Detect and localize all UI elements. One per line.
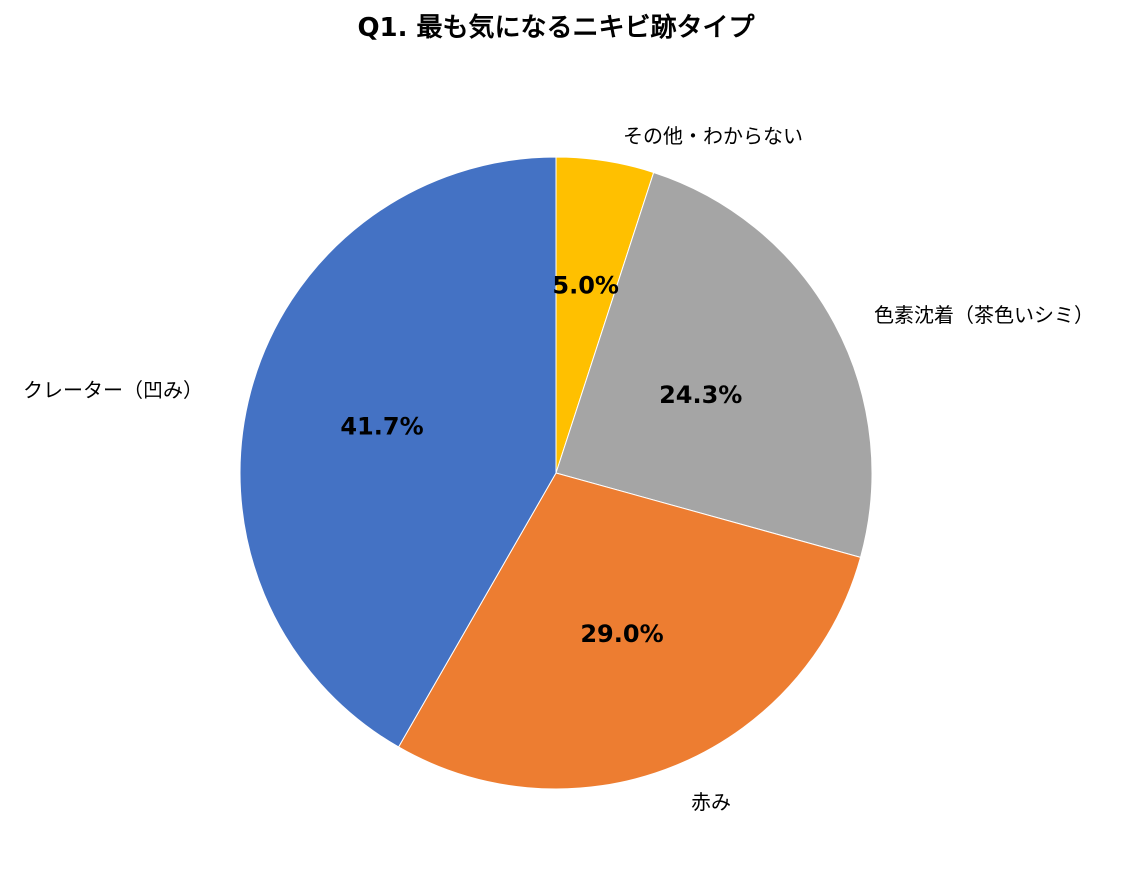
slice-category-label: 赤み <box>691 790 731 814</box>
pie-slice <box>239 156 557 748</box>
slice-category-label: クレーター（凹み） <box>23 378 203 402</box>
slice-value-label: 5.0% <box>552 272 619 300</box>
pie-slice <box>555 171 873 558</box>
labels-layer: 5.0% その他・わからない 24.3% 色素沈着（茶色いシミ） 29.0% 赤み 41.7… <box>23 124 1094 814</box>
chart-title: Q1. 最も気になるニキビ跡タイプ <box>357 13 755 43</box>
slice-value-label: 29.0% <box>580 620 663 648</box>
slice-category-label: その他・わからない <box>623 124 803 148</box>
slice-value-label: 24.3% <box>659 381 742 409</box>
pie-slice <box>397 472 862 790</box>
slice-category-label: 色素沈着（茶色いシミ） <box>874 303 1094 327</box>
slices-layer <box>239 156 873 790</box>
slice-value-label: 41.7% <box>340 413 423 441</box>
